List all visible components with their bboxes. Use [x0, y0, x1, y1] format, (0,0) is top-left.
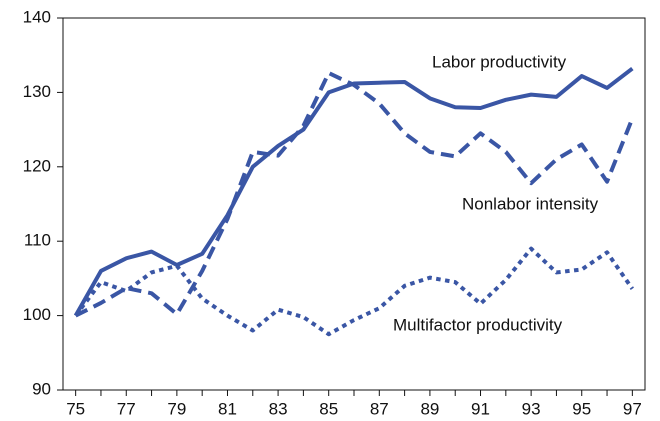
x-tick-label: 91: [471, 399, 490, 418]
y-tick-label: 110: [24, 231, 51, 250]
y-tick-label: 100: [23, 305, 51, 324]
x-tick-label: 93: [522, 399, 541, 418]
y-tick-label: 90: [32, 379, 51, 398]
series-label: Nonlabor intensity: [462, 194, 599, 213]
y-tick-label: 120: [23, 156, 51, 175]
x-tick-label: 87: [370, 399, 389, 418]
x-tick-label: 85: [319, 399, 338, 418]
x-tick-label: 83: [269, 399, 288, 418]
x-tick-label: 79: [167, 399, 186, 418]
series-line: [73, 67, 634, 317]
x-tick-label: 77: [117, 399, 136, 418]
y-tick-label: 130: [23, 82, 51, 101]
x-tick-label: 97: [623, 399, 642, 418]
series-label: Labor productivity: [432, 52, 567, 71]
y-tick-label: 140: [23, 7, 51, 26]
series-line: [74, 246, 634, 337]
x-tick-label: 95: [572, 399, 591, 418]
x-tick-label: 89: [420, 399, 439, 418]
x-tick-label: 81: [218, 399, 237, 418]
x-tick-label: 75: [66, 399, 85, 418]
series-line: [74, 71, 635, 318]
series-label: Multifactor productivity: [393, 315, 563, 334]
